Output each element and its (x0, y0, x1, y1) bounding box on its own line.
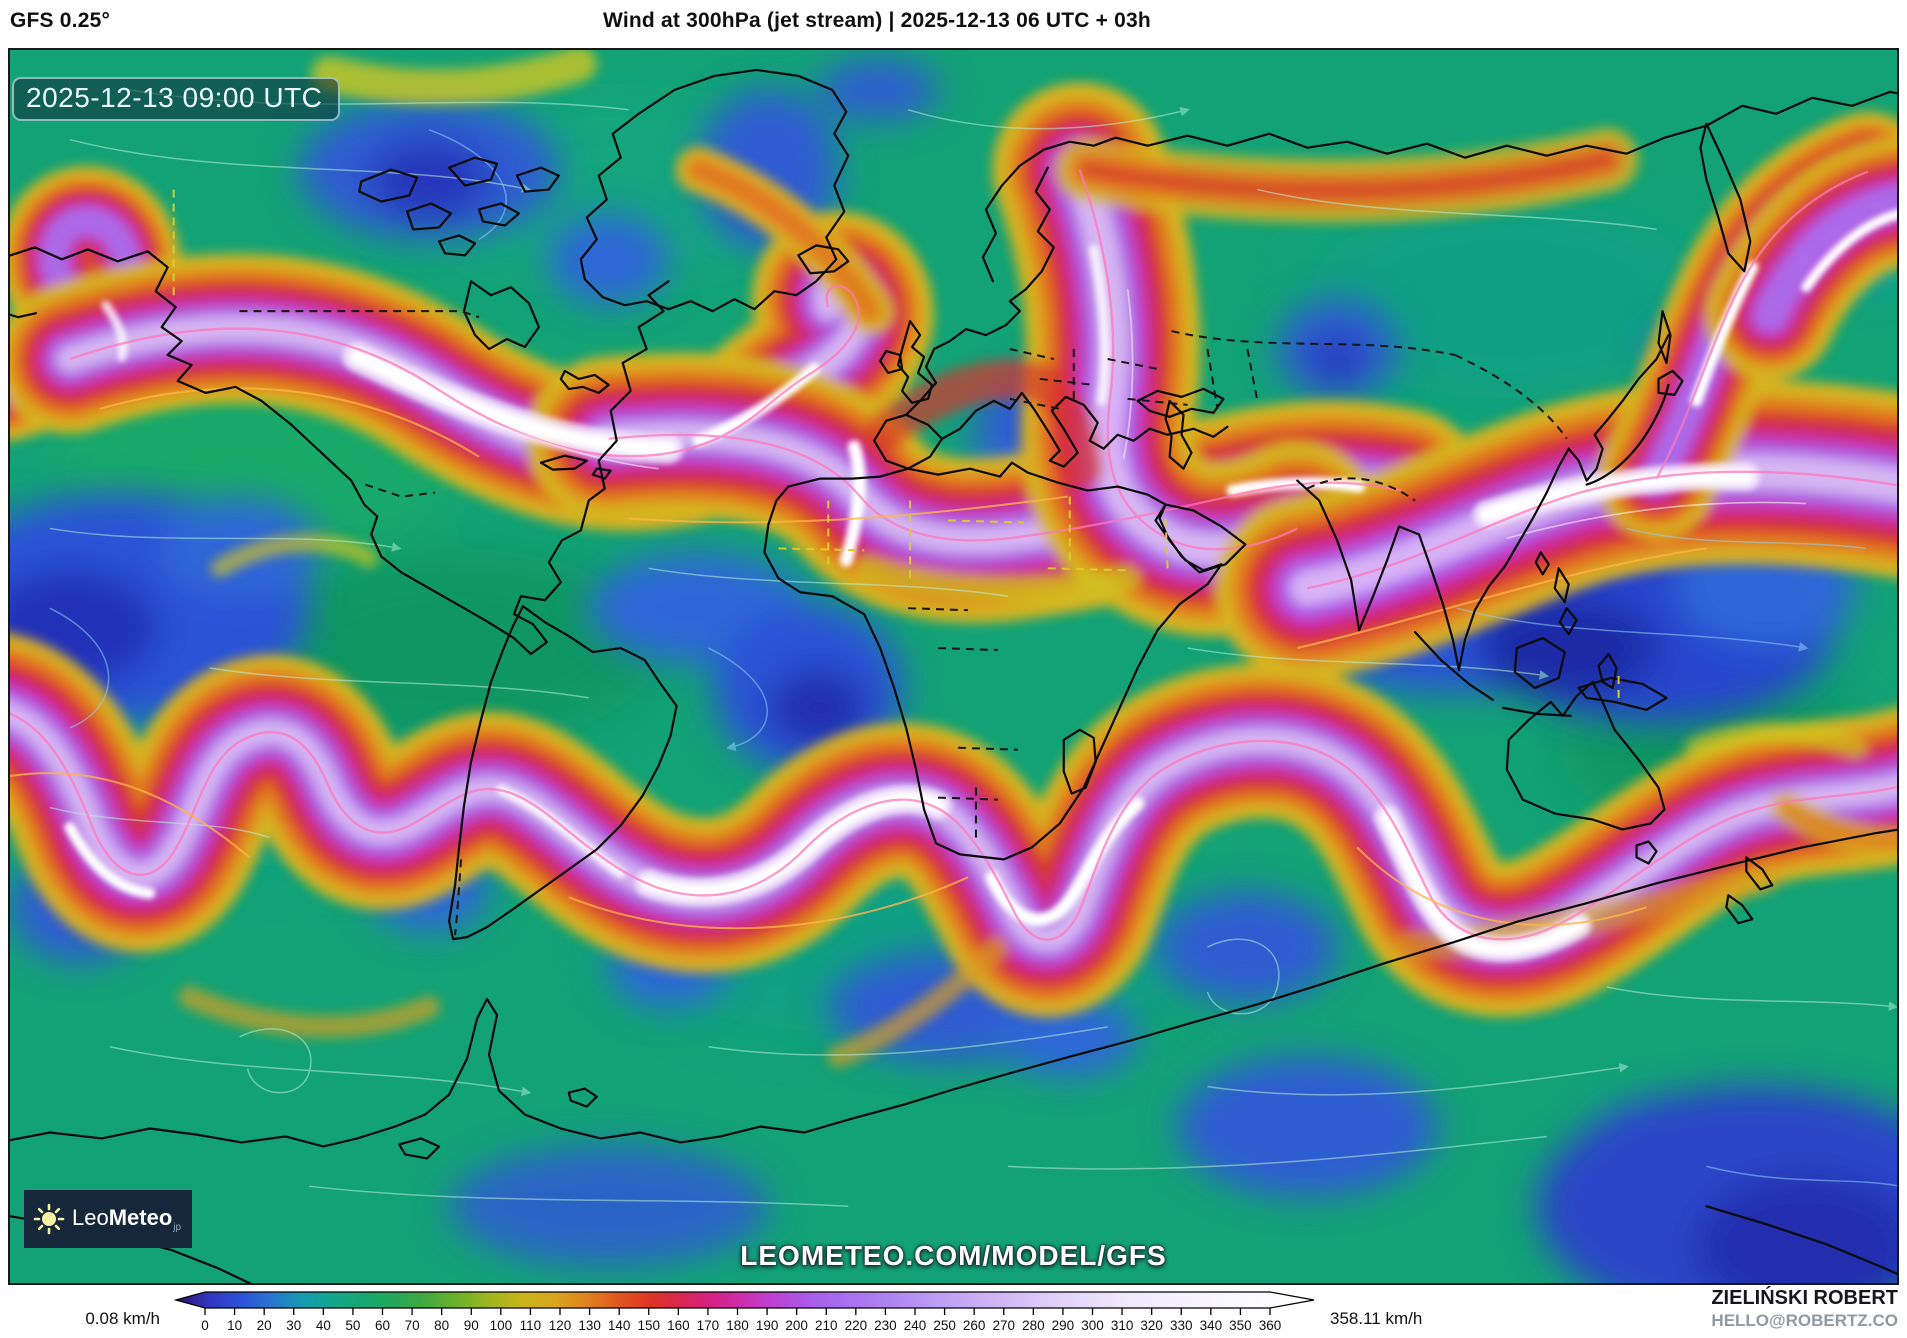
svg-text:80: 80 (434, 1318, 449, 1333)
sun-icon (33, 1203, 65, 1235)
legend-min-value: 0.08 km/h (85, 1309, 160, 1328)
model-label: GFS 0.25° (10, 9, 111, 32)
svg-text:180: 180 (726, 1318, 749, 1333)
svg-text:360: 360 (1259, 1318, 1282, 1333)
site-watermark: LEOMETEO.COM/MODEL/GFS (740, 1240, 1167, 1271)
country-borders (172, 189, 1620, 936)
svg-text:350: 350 (1229, 1318, 1252, 1333)
valid-time-badge: 2025-12-13 09:00 UTC (12, 77, 341, 121)
svg-text:230: 230 (874, 1318, 897, 1333)
svg-text:40: 40 (316, 1318, 331, 1333)
wind-speed-colorbar: 0 10 20 30 40 50 60 70 80 90 100 110 120 130 140 150 160… (173, 1291, 1315, 1333)
svg-text:250: 250 (933, 1318, 956, 1333)
svg-text:20: 20 (257, 1318, 272, 1333)
author-name: ZIELIŃSKI ROBERT (1711, 1287, 1898, 1309)
svg-text:270: 270 (992, 1318, 1015, 1333)
leometeo-logo: LeoMeteojp (24, 1190, 192, 1248)
svg-text:90: 90 (464, 1318, 479, 1333)
svg-text:310: 310 (1111, 1318, 1134, 1333)
colorbar-ticks (204, 1308, 1271, 1315)
svg-text:290: 290 (1052, 1318, 1075, 1333)
svg-text:150: 150 (637, 1318, 660, 1333)
svg-text:320: 320 (1140, 1318, 1163, 1333)
colorbar-gradient-bar (173, 1291, 1315, 1309)
legend-max-value: 358.11 km/h (1330, 1309, 1423, 1328)
logo-wordmark: LeoMeteojp (72, 1204, 182, 1234)
svg-text:140: 140 (608, 1318, 631, 1333)
svg-text:330: 330 (1170, 1318, 1193, 1333)
svg-text:10: 10 (227, 1318, 242, 1333)
page-title: Wind at 300hPa (jet stream) | 2025-12-13… (603, 9, 1151, 32)
svg-text:200: 200 (785, 1318, 808, 1333)
svg-text:130: 130 (578, 1318, 601, 1333)
colorbar-tick-labels: 0 10 20 30 40 50 60 70 80 90 100 110 120 130 140 150 160… (201, 1318, 1281, 1333)
svg-text:120: 120 (549, 1318, 572, 1333)
svg-text:190: 190 (756, 1318, 779, 1333)
svg-text:220: 220 (845, 1318, 868, 1333)
svg-text:0: 0 (201, 1318, 209, 1333)
svg-text:160: 160 (667, 1318, 690, 1333)
svg-text:210: 210 (815, 1318, 838, 1333)
svg-text:100: 100 (490, 1318, 513, 1333)
svg-text:300: 300 (1081, 1318, 1104, 1333)
svg-text:280: 280 (1022, 1318, 1045, 1333)
svg-text:60: 60 (375, 1318, 390, 1333)
wind-speed-field (10, 50, 1897, 1283)
svg-text:260: 260 (963, 1318, 986, 1333)
svg-text:240: 240 (904, 1318, 927, 1333)
svg-text:110: 110 (520, 1318, 542, 1333)
svg-text:170: 170 (697, 1318, 720, 1333)
author-contact: HELLO@ROBERTZ.CO (1711, 1311, 1898, 1330)
weather-map: 2025-12-13 09:00 UTC LEOMETEO.COM/MODEL/… (8, 48, 1899, 1285)
svg-text:70: 70 (405, 1318, 420, 1333)
svg-text:50: 50 (345, 1318, 360, 1333)
svg-text:30: 30 (286, 1318, 301, 1333)
svg-text:340: 340 (1200, 1318, 1223, 1333)
streamlines (10, 89, 1897, 1207)
